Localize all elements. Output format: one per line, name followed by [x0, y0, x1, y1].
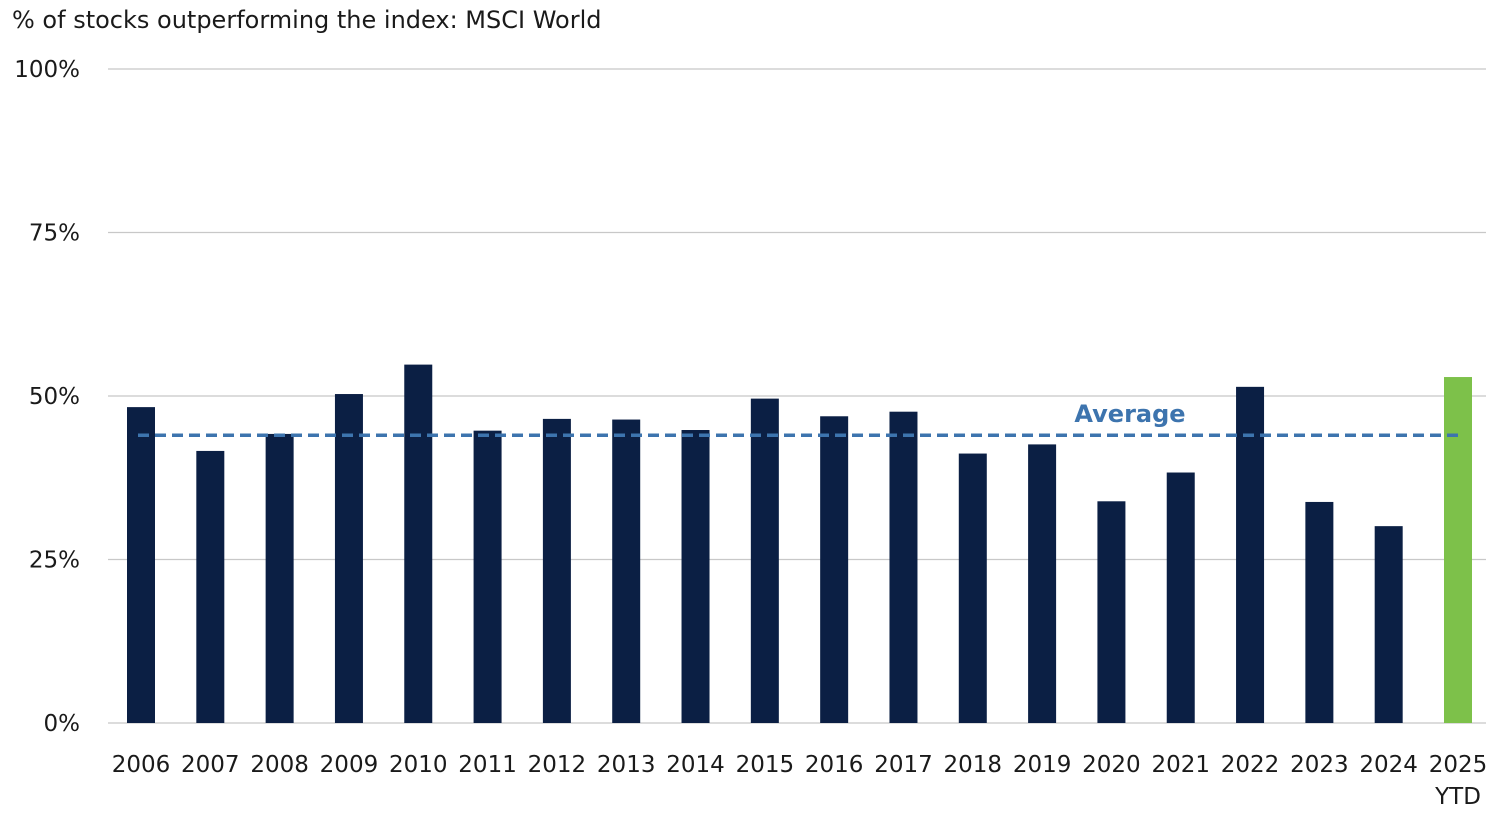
x-tick-sublabel: YTD	[1434, 784, 1481, 810]
x-tick-label: 2017	[874, 752, 933, 778]
bar-2013	[612, 419, 641, 723]
x-tick-label: 2019	[1013, 752, 1072, 778]
bar-2014	[681, 430, 710, 723]
x-tick-label: 2014	[666, 752, 725, 778]
chart-title: % of stocks outperforming the index: MSC…	[12, 6, 602, 34]
x-tick-label: 2020	[1082, 752, 1141, 778]
x-tick-label: 2024	[1359, 752, 1418, 778]
bar-2017	[889, 411, 918, 723]
y-axis-ticks: 0% 25% 50% 75% 100%	[14, 57, 80, 737]
x-tick-label: 2011	[458, 752, 517, 778]
x-tick-label: 2008	[250, 752, 309, 778]
bar-2006	[127, 407, 155, 723]
x-tick-label: 2021	[1151, 752, 1210, 778]
bar-2015	[750, 398, 779, 723]
bar-2022	[1236, 386, 1265, 723]
x-tick-label: 2013	[597, 752, 656, 778]
x-tick-label: 2023	[1290, 752, 1349, 778]
x-tick-label: 2007	[181, 752, 240, 778]
bars	[127, 364, 1472, 723]
bar-2008	[265, 433, 294, 723]
bar-2010	[404, 364, 433, 723]
gridlines	[108, 68, 1486, 724]
bar-2007	[196, 450, 225, 723]
x-tick-label: 2016	[805, 752, 864, 778]
y-tick-label: 25%	[29, 548, 80, 574]
average-line-group: Average	[138, 400, 1462, 437]
bar-2009	[334, 394, 363, 723]
x-tick-label: 2006	[112, 752, 171, 778]
bar-2012	[542, 418, 571, 723]
bar-2016	[820, 416, 849, 723]
bar-2018	[958, 453, 987, 723]
bar-2025	[1444, 377, 1472, 723]
x-tick-label: 2025	[1429, 752, 1488, 778]
y-tick-label: 75%	[29, 221, 80, 247]
x-tick-label: 2015	[736, 752, 795, 778]
bar-2024	[1374, 526, 1403, 723]
y-tick-label: 0%	[44, 711, 81, 737]
x-tick-label: 2012	[528, 752, 587, 778]
bar-2019	[1028, 444, 1057, 723]
x-tick-label: 2018	[944, 752, 1003, 778]
x-tick-label: 2010	[389, 752, 448, 778]
average-label: Average	[1074, 400, 1185, 428]
x-tick-label: 2009	[320, 752, 379, 778]
bar-2023	[1305, 501, 1334, 723]
y-tick-label: 50%	[29, 384, 80, 410]
bar-2011	[473, 430, 502, 723]
x-axis-ticks: 2006 2007 2008 2009 2010 2011 2012 2013 2014 2015…	[112, 752, 1488, 810]
x-tick-label: 2022	[1221, 752, 1280, 778]
bar-2020	[1097, 501, 1126, 723]
y-tick-label: 100%	[14, 57, 80, 83]
bar-2021	[1166, 472, 1195, 723]
